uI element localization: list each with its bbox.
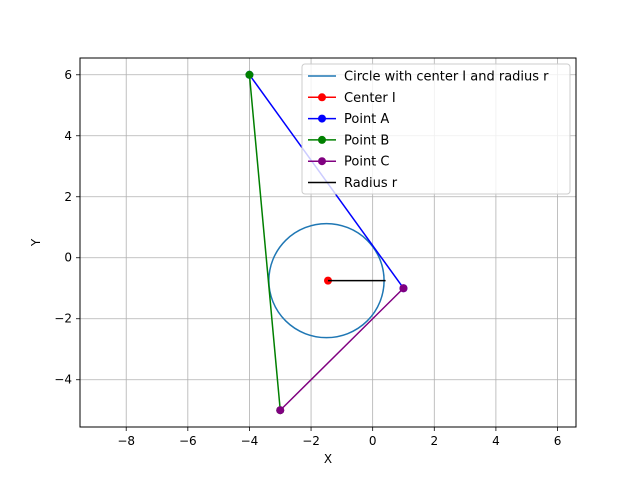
x-axis-label: X (324, 452, 332, 466)
y-axis-label: Y (29, 238, 43, 247)
y-tick-label: 2 (64, 190, 72, 204)
x-tick-label: 4 (492, 434, 500, 448)
legend-swatch-marker (318, 93, 326, 102)
legend-entry-label: Circle with center I and radius r (344, 70, 549, 85)
x-tick-label: 2 (430, 434, 438, 448)
x-tick-label: −6 (179, 434, 197, 448)
legend-entry-label: Point B (344, 133, 389, 148)
legend-swatch-marker (318, 135, 326, 144)
legend-entry-label: Point C (344, 155, 390, 170)
marker-point-b (245, 70, 254, 79)
x-tick-label: −4 (241, 434, 259, 448)
x-tick-label: −8 (117, 434, 135, 448)
legend-entry-label: Radius r (344, 176, 398, 191)
ticks: −8 −6 −4 −2 0 2 4 6 −4 −2 0 2 4 6 (54, 68, 561, 448)
legend-swatch-marker (318, 157, 326, 166)
series-line-point-b (248, 74, 281, 411)
legend-entry-label: Center I (344, 91, 396, 106)
series-line-point-c (279, 287, 405, 411)
legend-swatch-marker (318, 114, 326, 123)
y-tick-label: 0 (64, 251, 72, 265)
y-tick-label: −4 (54, 373, 72, 387)
x-tick-label: −2 (302, 434, 320, 448)
legend-entry-label: Point A (344, 112, 389, 127)
y-tick-label: 6 (64, 68, 72, 82)
marker-point-c (399, 284, 408, 293)
y-tick-label: −2 (54, 312, 72, 326)
marker-point-c (276, 406, 285, 415)
axes-frame (79, 57, 577, 428)
y-tick-label: 4 (64, 129, 72, 143)
legend-box (301, 63, 571, 195)
plot-area (245, 70, 408, 415)
legend: Circle with center I and radius r Center … (301, 63, 571, 195)
x-tick-label: 6 (554, 434, 562, 448)
x-tick-label: 0 (369, 434, 377, 448)
